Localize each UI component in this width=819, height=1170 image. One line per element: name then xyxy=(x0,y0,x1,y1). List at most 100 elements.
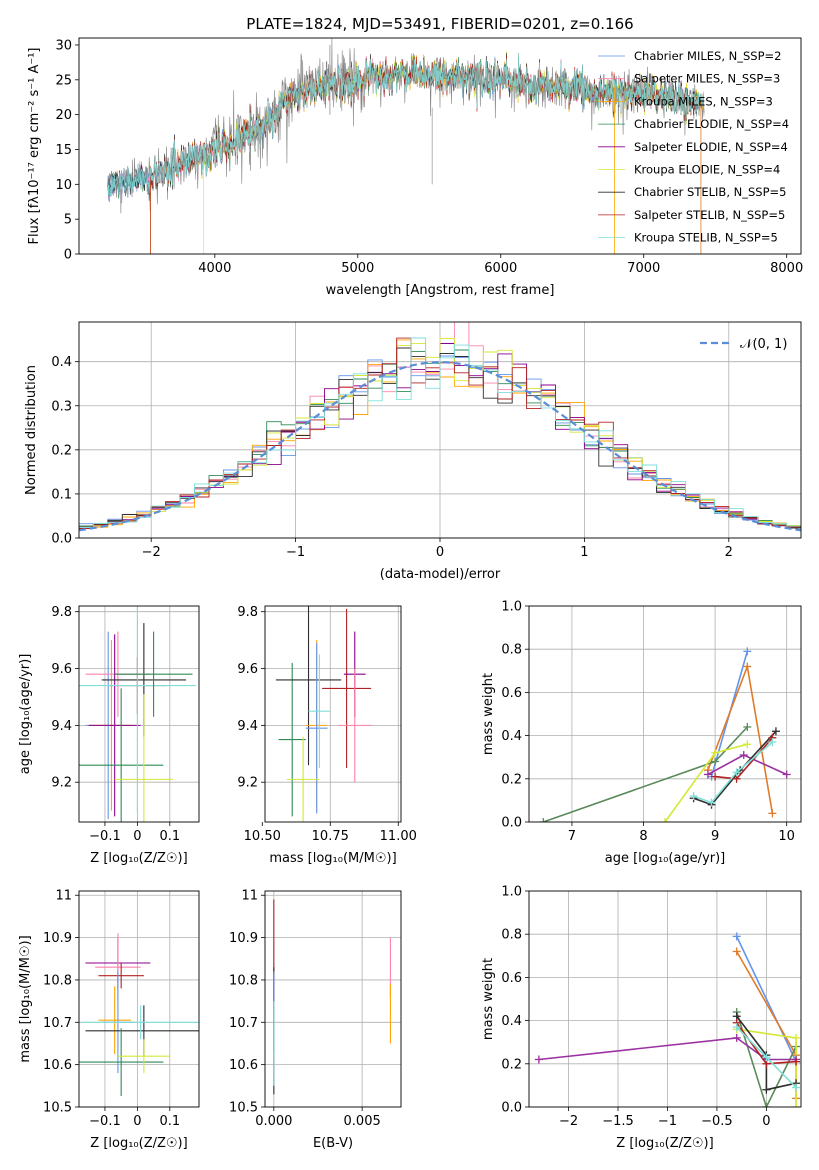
y-axis-label: mass weight xyxy=(481,673,496,755)
y-tick-label: 1.0 xyxy=(501,885,522,900)
data-point xyxy=(117,1039,170,1074)
axes-frame xyxy=(264,605,402,823)
x-tick-label: −1 xyxy=(286,545,305,560)
weight-marker xyxy=(762,1103,771,1107)
weight-marker xyxy=(792,1083,801,1092)
x-tick-label: 0 xyxy=(762,1114,770,1129)
weight-marker xyxy=(732,768,741,777)
y-tick-label: 10.5 xyxy=(43,1101,72,1116)
legend: Chabrier MILES, N_SSP=2 Salpeter MILES, N… xyxy=(598,49,789,245)
x-tick-label: 7000 xyxy=(627,261,660,276)
y-tick-label: 9.2 xyxy=(51,776,72,791)
y-tick-label: 0.4 xyxy=(51,355,72,370)
legend-label: Chabrier STELIB, N_SSP=5 xyxy=(634,185,786,199)
axes-frame xyxy=(78,37,802,255)
y-axis-label: Flux [fλ10⁻¹⁷ erg cm⁻² s⁻¹ A⁻¹] xyxy=(27,48,42,245)
y-tick-label: 0.0 xyxy=(51,532,72,547)
y-tick-label: 11 xyxy=(241,889,258,904)
weight-marker xyxy=(792,1103,801,1107)
chart-spectrum: 4000 5000 6000 7000 8000 0 5 10 15 20 25 30 waveleng… xyxy=(27,15,803,298)
y-tick-label: 5 xyxy=(64,213,72,228)
y-axis-label: mass weight xyxy=(481,958,496,1040)
y-tick-label: 15 xyxy=(55,143,72,158)
weight-line xyxy=(735,936,797,1062)
y-tick-label: 0.6 xyxy=(501,686,522,701)
data-point xyxy=(278,662,306,817)
x-tick-label: 10.75 xyxy=(312,829,349,844)
x-axis-label: age [log₁₀(age/yr)] xyxy=(605,851,726,866)
y-tick-label: 0.2 xyxy=(501,772,522,787)
weight-marker xyxy=(711,748,720,757)
x-tick-label: 0.005 xyxy=(344,1114,381,1129)
legend: 𝒩(0, 1) xyxy=(700,337,787,352)
weight-marker xyxy=(534,1055,543,1064)
weight-marker xyxy=(782,770,791,779)
y-axis-label: Normed distribution xyxy=(24,365,39,495)
weight-line xyxy=(693,741,773,804)
y-tick-label: 0.0 xyxy=(501,816,522,831)
x-axis-label: mass [log₁₀(M/M☉)] xyxy=(269,851,396,866)
data-point xyxy=(82,1005,199,1040)
x-tick-label: −2 xyxy=(142,545,161,560)
y-tick-label: 0.3 xyxy=(51,399,72,414)
y-tick-label: 10.9 xyxy=(229,931,258,946)
weight-marker xyxy=(768,809,777,818)
y-tick-label: 10.8 xyxy=(43,973,72,988)
data-point xyxy=(275,606,342,766)
x-tick-label: 6000 xyxy=(484,261,517,276)
chart-age_vs_mass: 10.50 10.75 11.00 9.2 9.4 9.6 9.8 mass [log₁₀(M… xyxy=(237,605,417,866)
weight-marker xyxy=(711,757,720,766)
x-tick-label: 1 xyxy=(580,545,588,560)
weight-marker xyxy=(771,727,780,736)
x-tick-label: −0.1 xyxy=(89,1114,121,1129)
data-point xyxy=(79,688,164,822)
legend-label: Chabrier MILES, N_SSP=2 xyxy=(634,49,781,63)
legend-label: Chabrier ELODIE, N_SSP=4 xyxy=(634,117,789,131)
weight-line xyxy=(736,1015,797,1091)
plot-area xyxy=(265,606,401,822)
legend-label: 𝒩(0, 1) xyxy=(740,337,787,352)
plot-area xyxy=(79,606,199,822)
x-tick-label: 10 xyxy=(778,829,795,844)
y-tick-label: 9.4 xyxy=(51,719,72,734)
weight-marker xyxy=(732,932,741,941)
y-tick-label: 0.0 xyxy=(501,1101,522,1116)
legend-label: Kroupa ELODIE, N_SSP=4 xyxy=(634,163,780,177)
data-point xyxy=(308,654,331,768)
weight-line xyxy=(538,1037,797,1061)
weight-line xyxy=(693,730,777,806)
axes-frame xyxy=(528,605,802,823)
x-axis-label: E(B-V) xyxy=(313,1136,353,1151)
x-axis-label: Z [log₁₀(Z/Z☉)] xyxy=(616,1136,713,1151)
data-point xyxy=(88,634,141,817)
x-tick-label: 7 xyxy=(568,829,576,844)
axes-frame xyxy=(528,890,802,1108)
x-tick-label: 10.50 xyxy=(244,829,281,844)
y-tick-label: 0.4 xyxy=(501,729,522,744)
y-tick-label: 9.4 xyxy=(237,719,258,734)
x-tick-label: 0.1 xyxy=(159,829,180,844)
y-tick-label: 20 xyxy=(55,108,72,123)
weight-marker xyxy=(539,818,548,822)
chart-mass_vs_Z: −0.1 0 0.1 10.5 10.6 10.7 10.8 10.9 11 Z [log₁₀(Z… xyxy=(18,889,200,1151)
weight-line xyxy=(707,663,774,814)
x-tick-label: −1.5 xyxy=(602,1114,634,1129)
x-axis-label: Z [log₁₀(Z/Z☉)] xyxy=(90,851,187,866)
weight-line xyxy=(735,1011,797,1107)
data-point xyxy=(338,668,372,783)
weight-marker xyxy=(743,647,752,656)
axes-frame xyxy=(78,890,200,1108)
y-axis-label: mass [log₁₀(M/M☉)] xyxy=(18,935,33,1062)
legend-label: Salpeter MILES, N_SSP=3 xyxy=(634,72,780,86)
y-tick-label: 0.8 xyxy=(501,928,522,943)
y-tick-label: 9.8 xyxy=(237,605,258,620)
weight-line xyxy=(543,726,748,822)
plot-area xyxy=(529,891,801,1107)
data-point xyxy=(98,963,144,989)
x-tick-label: 5000 xyxy=(341,261,374,276)
normal-curve xyxy=(79,360,801,532)
chart-weight_vs_Z: −2 −1.5 −1 −0.5 0 0.0 0.2 0.4 0.6 0.8 1.0 Z [log₁₀(… xyxy=(481,885,802,1151)
data-point xyxy=(79,606,196,814)
x-tick-label: −0.5 xyxy=(701,1114,733,1129)
y-tick-label: 10.6 xyxy=(229,1058,258,1073)
